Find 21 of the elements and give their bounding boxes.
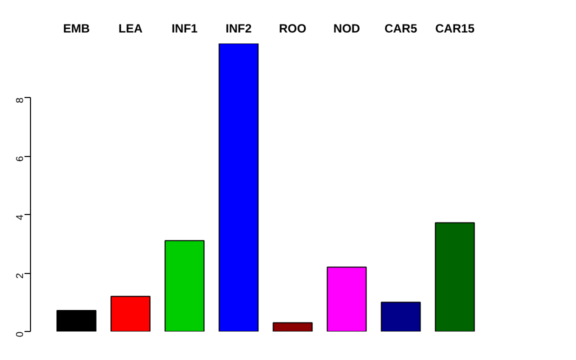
x-tick-label: INF2	[226, 22, 252, 36]
bar	[218, 44, 259, 332]
x-tick-label: NOD	[333, 22, 360, 36]
bar	[272, 322, 313, 332]
x-tick-label: CAR15	[435, 22, 475, 36]
x-tick-label: LEA	[118, 22, 143, 36]
bar	[434, 222, 475, 332]
y-tick-label: 6	[15, 156, 26, 162]
bar	[164, 240, 205, 332]
x-tick-label: EMB	[63, 22, 90, 36]
bar	[110, 296, 150, 332]
x-tick-label: INF1	[172, 22, 198, 36]
y-tick-label: 4	[15, 214, 26, 220]
bar	[326, 266, 367, 332]
bar	[56, 310, 96, 332]
y-tick-label: 0	[15, 331, 26, 338]
y-tick-label: 8	[15, 97, 26, 104]
y-tick-label: 2	[15, 272, 26, 279]
x-tick-label: ROO	[279, 22, 306, 36]
x-tick-label: CAR5	[384, 22, 418, 36]
bar	[380, 302, 421, 332]
